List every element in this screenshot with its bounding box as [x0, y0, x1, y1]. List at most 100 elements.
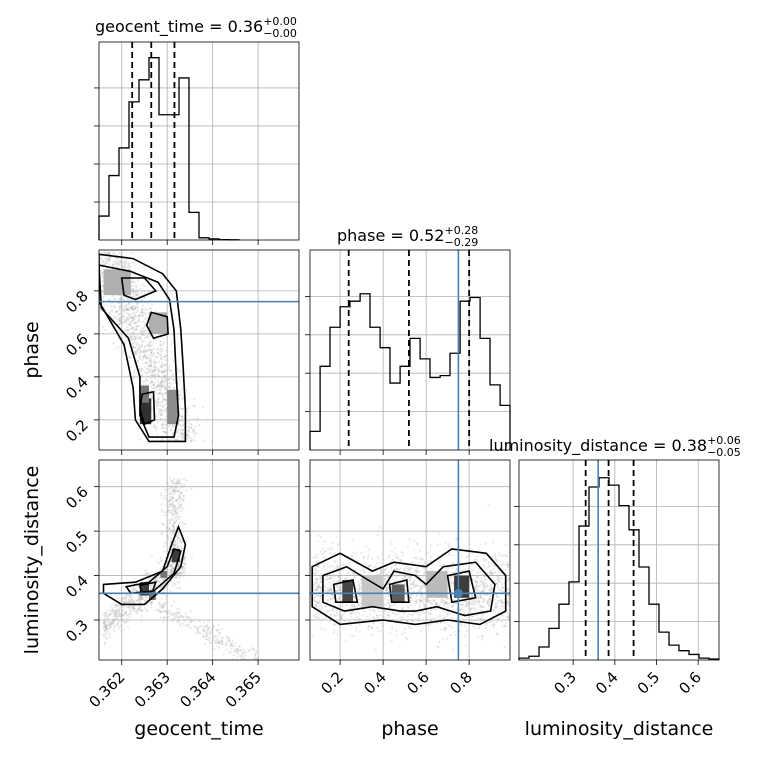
panel-ld-vs-phase-sample [421, 558, 424, 561]
panel-phase-vs-geocent-density-block-4 [103, 269, 131, 296]
panel-ld-vs-geocent-sample [105, 612, 108, 615]
panel-ld-vs-geocent-sample [176, 620, 179, 624]
panel-ld-vs-geocent-sample [178, 581, 181, 584]
panel-ld-vs-geocent-sample [168, 505, 171, 508]
panel-ld-vs-phase-sample [439, 621, 442, 624]
panel-ld-vs-phase-sample [443, 563, 446, 566]
panel-ld-vs-geocent-sample [173, 600, 176, 603]
panel-ld-vs-phase-sample [367, 628, 370, 631]
panel-phase-vs-geocent-sample [168, 377, 171, 380]
panel-phase-vs-geocent-sample [162, 411, 165, 414]
panel-ld-vs-geocent-sample [121, 598, 125, 601]
panel-phase-vs-geocent-sample [105, 259, 108, 262]
panel-ld-vs-geocent-sample [252, 647, 256, 650]
panel-ld-vs-phase-sample [354, 612, 357, 615]
panel-phase-vs-geocent-sample [159, 365, 162, 368]
panel-phase-vs-geocent-sample [185, 388, 188, 391]
panel-ld-vs-geocent-sample [140, 597, 143, 600]
panel-ld-vs-phase-sample [506, 561, 509, 564]
panel-phase-vs-geocent-sample [112, 252, 115, 255]
panel-ld-vs-geocent-sample [148, 585, 151, 588]
panel-ld-vs-geocent-sample [178, 495, 182, 498]
panel-phase-vs-geocent-sample [134, 296, 138, 299]
panel-phase-vs-geocent-sample [167, 378, 170, 381]
panel-ld-vs-phase-sample [482, 583, 485, 586]
panel-phase-vs-geocent-sample [155, 392, 158, 395]
panel-ld-vs-geocent-sample [172, 567, 175, 570]
panel-ld-vs-geocent-sample [173, 504, 176, 507]
panel-ld-vs-phase-sample [436, 616, 439, 619]
panel-ld-vs-phase-sample [343, 620, 346, 623]
panel-ld-vs-geocent-sample [129, 609, 132, 612]
panel-ld-vs-geocent-sample [225, 643, 228, 646]
panel-ld-vs-geocent-sample [125, 596, 128, 599]
panel-ld-vs-phase-sample [399, 567, 402, 570]
panel-phase-vs-geocent-sample [155, 386, 159, 389]
panel-ld-vs-phase-sample [437, 646, 440, 649]
panel-phase-vs-geocent-sample [116, 262, 119, 265]
panel-phase-vs-geocent-sample [116, 257, 120, 260]
panel-ld-vs-phase-sample [317, 601, 320, 605]
panel-ld-vs-phase-sample [337, 584, 340, 587]
panel-ld-vs-geocent-sample [104, 625, 107, 628]
panel-ld-vs-phase-sample [497, 587, 500, 590]
panel-ld-vs-phase-sample [470, 607, 473, 610]
panel-ld-vs-geocent-sample [218, 641, 221, 645]
panel-phase-vs-geocent-sample [171, 424, 174, 428]
panel-ld-vs-phase-sample [374, 566, 377, 569]
panel-phase-vs-geocent-sample [154, 412, 157, 416]
panel-phase-vs-geocent-sample [144, 361, 147, 364]
panel-ld-vs-phase-xtick-label-3: 0.8 [446, 668, 476, 698]
panel-ld-vs-geocent-sample [106, 621, 109, 624]
panel-ld-vs-geocent-sample [105, 626, 109, 630]
panel-phase-vs-geocent-sample [164, 430, 168, 433]
panel-ld-vs-phase-sample [332, 596, 335, 599]
panel-ld-vs-phase-sample [435, 603, 438, 606]
panel-ld-vs-phase-sample [379, 568, 382, 572]
panel-phase-vs-geocent-sample [159, 382, 162, 385]
panel-ld-vs-geocent-ytick-label-3: 0.6 [62, 483, 92, 513]
panel-phase-vs-geocent-sample [160, 356, 163, 359]
panel-phase-vs-geocent-sample [135, 337, 138, 340]
title-phase: phase = 0.52+0.28 [337, 224, 478, 245]
panel-ld-vs-phase-sample [479, 595, 482, 598]
panel-ld-vs-phase-sample [325, 605, 328, 608]
panel-phase-vs-geocent-sample [133, 352, 136, 356]
panel-phase-vs-geocent-sample [148, 368, 151, 371]
panel-phase-vs-geocent-sample [153, 362, 156, 365]
panel-phase-vs-geocent-sample [123, 321, 126, 324]
panel-ld-vs-phase-sample [376, 614, 379, 617]
panel-phase-vs-geocent-sample [96, 278, 98, 280]
panel-ld-vs-phase-sample [442, 614, 445, 618]
panel-ld-vs-phase-sample [328, 596, 331, 599]
panel-ld-vs-geocent-sample [172, 582, 175, 585]
panel-ld-vs-phase-sample [385, 567, 388, 570]
panel-ld-vs-phase-sample [459, 603, 462, 606]
panel-ld-vs-phase-sample [500, 614, 503, 617]
panel-phase-vs-geocent-sample [160, 361, 163, 364]
panel-ld-vs-geocent-sample [178, 533, 181, 537]
panel-ld-vs-geocent-sample [168, 499, 171, 503]
panel-ld-vs-geocent-sample [197, 631, 200, 634]
panel-ld-vs-geocent-sample [174, 615, 178, 618]
panel-phase-vs-geocent-sample [96, 297, 98, 299]
panel-ld-vs-phase-sample [404, 590, 407, 593]
panel-phase-vs-geocent-sample [151, 303, 154, 306]
panel-ld-vs-geocent-sample [174, 507, 177, 510]
panel-ld-vs-phase-sample [368, 565, 371, 568]
panel-ld-vs-geocent-sample [176, 507, 179, 510]
panel-ld-vs-geocent-sample [133, 607, 136, 610]
panel-phase-vs-geocent-sample [157, 383, 160, 386]
panel-ld-vs-phase-sample [350, 554, 353, 558]
panel-ld-vs-phase-sample [392, 603, 395, 606]
panel-ld-vs-phase-sample [501, 625, 504, 628]
panel-phase-vs-geocent-sample [160, 354, 163, 357]
panel-phase-vs-geocent-sample [112, 342, 115, 345]
panel-ld-vs-geocent-sample [160, 492, 163, 495]
panel-ld-vs-geocent-sample [214, 634, 217, 638]
panel-ld-vs-phase-sample [477, 599, 480, 602]
panel-phase-vs-geocent-sample [140, 309, 144, 312]
panel-ld-vs-geocent-sample [128, 594, 131, 597]
panel-ld-vs-geocent-sample [178, 504, 181, 507]
panel-phase-vs-geocent-sample [135, 285, 138, 288]
